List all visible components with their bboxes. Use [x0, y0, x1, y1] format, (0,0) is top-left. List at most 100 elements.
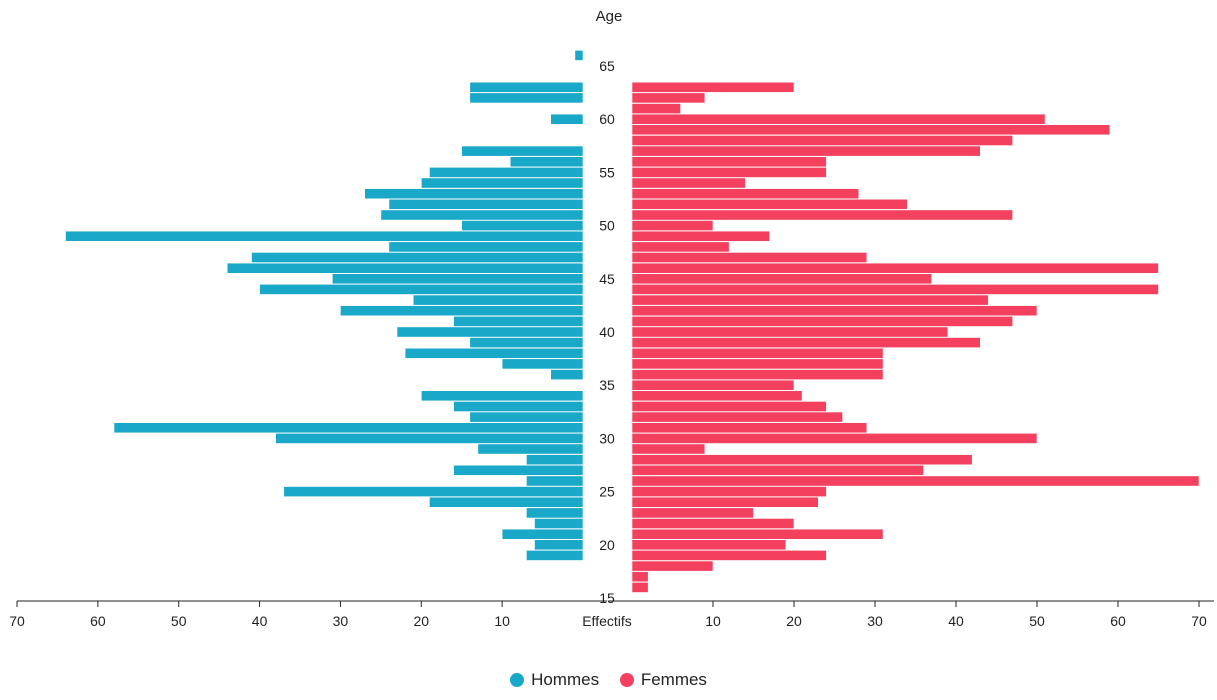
hommes-bars [65, 49, 584, 561]
bar-femmes-23 [631, 507, 754, 519]
legend-item-hommes[interactable]: Hommes [510, 670, 599, 690]
x-tick-label-right-30: 30 [867, 613, 883, 629]
bar-femmes-38 [631, 347, 884, 359]
bar-femmes-30 [631, 432, 1038, 444]
bar-femmes-54 [631, 177, 746, 189]
bar-femmes-17 [631, 571, 649, 583]
bar-hommes-47 [251, 252, 584, 263]
bar-femmes-29 [631, 443, 706, 455]
bar-femmes-24 [631, 496, 819, 508]
bar-hommes-19 [526, 549, 584, 561]
y-tick-label-30: 30 [599, 430, 615, 446]
y-axis-ticks: 15 20 25 30 35 40 45 50 55 60 65 [599, 58, 615, 606]
x-tick-label-right-40: 40 [948, 613, 964, 629]
bar-femmes-59 [631, 124, 1111, 136]
bar-hommes-29 [477, 443, 584, 455]
bar-femmes-33 [631, 401, 827, 412]
bar-femmes-31 [631, 422, 868, 434]
bar-hommes-38 [404, 347, 584, 359]
y-tick-label-25: 25 [599, 484, 615, 500]
bar-hommes-52 [388, 198, 584, 210]
bar-femmes-36 [631, 369, 884, 380]
bar-hommes-43 [412, 294, 584, 306]
bar-femmes-63 [631, 81, 795, 93]
x-axis: 70 60 50 40 30 20 10 10 20 30 40 50 60 70 [9, 600, 1214, 629]
bar-hommes-57 [461, 145, 584, 157]
bar-hommes-40 [396, 326, 584, 338]
bar-femmes-26 [631, 475, 1200, 487]
bar-hommes-31 [113, 422, 584, 434]
bar-femmes-48 [631, 241, 730, 253]
bar-hommes-20 [534, 539, 584, 551]
femmes-swatch-icon [619, 673, 634, 687]
bar-femmes-45 [631, 273, 933, 285]
bar-hommes-25 [283, 486, 584, 497]
bar-femmes-25 [631, 486, 827, 497]
bar-femmes-37 [631, 358, 884, 370]
legend: Hommes Femmes [0, 670, 1217, 692]
bar-hommes-33 [453, 401, 584, 412]
bar-femmes-41 [631, 315, 1014, 327]
bar-femmes-18 [631, 560, 714, 572]
y-axis-label: Age [596, 8, 623, 25]
bar-hommes-28 [526, 454, 584, 466]
bar-hommes-22 [534, 518, 584, 529]
bar-femmes-58 [631, 135, 1014, 146]
bar-femmes-34 [631, 390, 803, 402]
bar-femmes-16 [631, 581, 649, 593]
bar-femmes-39 [631, 337, 981, 348]
y-tick-label-55: 55 [599, 164, 615, 180]
bar-femmes-19 [631, 549, 827, 561]
bar-femmes-44 [631, 283, 1159, 295]
bar-femmes-51 [631, 209, 1014, 221]
bar-hommes-36 [550, 369, 584, 380]
bar-hommes-26 [526, 475, 584, 487]
x-tick-label-left-20: 20 [413, 613, 429, 629]
bar-hommes-63 [469, 81, 584, 93]
legend-item-femmes[interactable]: Femmes [619, 670, 707, 690]
y-tick-label-35: 35 [599, 377, 615, 393]
bar-hommes-49 [65, 230, 584, 242]
femmes-bars [631, 81, 1200, 593]
bar-hommes-32 [469, 411, 584, 423]
bar-femmes-52 [631, 198, 908, 210]
bar-hommes-62 [469, 92, 584, 104]
bar-hommes-21 [501, 528, 584, 540]
bar-hommes-23 [526, 507, 584, 519]
bar-hommes-24 [429, 496, 584, 508]
bar-femmes-50 [631, 220, 714, 231]
x-tick-label-left-40: 40 [252, 613, 268, 629]
bar-hommes-39 [469, 337, 584, 348]
bar-hommes-50 [461, 220, 584, 231]
bar-femmes-40 [631, 326, 949, 338]
y-tick-label-60: 60 [599, 111, 615, 127]
hommes-swatch-icon [510, 673, 525, 687]
bar-femmes-32 [631, 411, 843, 423]
bar-hommes-51 [380, 209, 584, 221]
bar-femmes-28 [631, 454, 973, 466]
bar-femmes-57 [631, 145, 981, 157]
bar-hommes-66 [574, 49, 584, 61]
y-tick-label-50: 50 [599, 218, 615, 234]
bar-femmes-49 [631, 230, 770, 242]
bar-femmes-43 [631, 294, 989, 306]
bar-femmes-21 [631, 528, 884, 540]
bar-hommes-55 [429, 167, 584, 178]
bar-hommes-41 [453, 315, 584, 327]
y-tick-label-65: 65 [599, 58, 615, 74]
bar-femmes-62 [631, 92, 706, 104]
bar-femmes-22 [631, 518, 795, 529]
bar-hommes-60 [550, 113, 584, 125]
y-tick-label-40: 40 [599, 324, 615, 340]
bar-hommes-30 [275, 432, 584, 444]
x-tick-label-left-10: 10 [494, 613, 510, 629]
bar-femmes-42 [631, 305, 1038, 317]
x-tick-label-right-10: 10 [705, 613, 721, 629]
bar-hommes-34 [420, 390, 584, 402]
bar-hommes-56 [509, 156, 584, 168]
bar-femmes-46 [631, 262, 1159, 274]
x-tick-label-left-60: 60 [90, 613, 106, 629]
bar-femmes-27 [631, 464, 924, 476]
